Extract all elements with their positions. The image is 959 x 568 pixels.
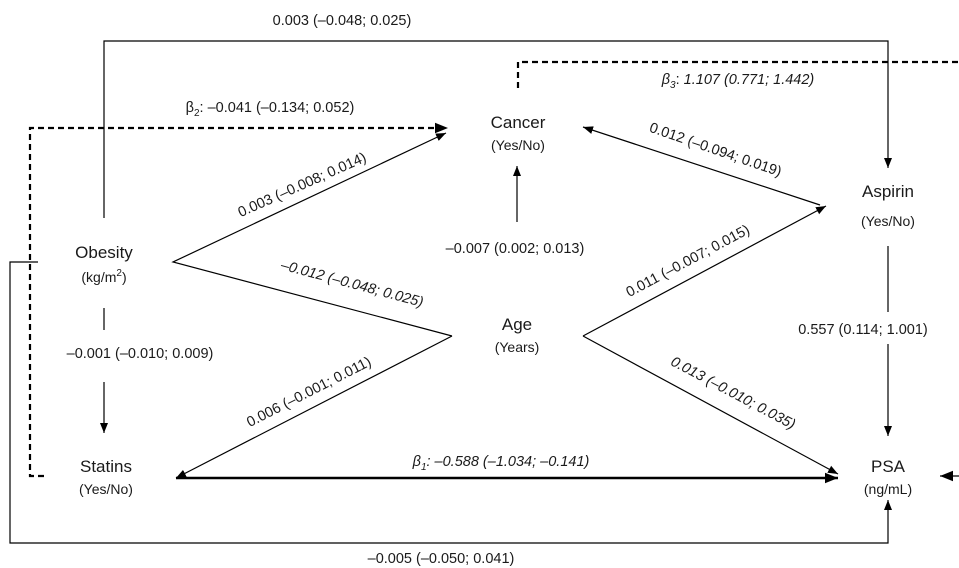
obesity-title: Obesity: [75, 243, 133, 262]
label-age-obesity: –0.012 (–0.048; 0.025): [278, 257, 425, 311]
edge-age-aspirin: [582, 205, 827, 337]
label-age-cancer: –0.007 (0.002; 0.013): [446, 241, 585, 257]
edge-obesity-cancer-dashed: [28, 122, 448, 478]
age-title: Age: [502, 315, 532, 334]
node-aspirin: Aspirin (Yes/No): [861, 182, 915, 229]
cancer-sub: (Yes/No): [491, 137, 545, 153]
edge-cancer-aspirin-dashed: [516, 60, 959, 88]
label-age-aspirin: 0.011 (–0.007; 0.015): [624, 222, 753, 301]
label-aspirin-psa: 0.557 (0.114; 1.001): [798, 322, 928, 338]
statins-title: Statins: [80, 457, 132, 476]
label-age-statins: 0.006 (–0.001; 0.011): [244, 354, 374, 431]
node-cancer: Cancer (Yes/No): [491, 113, 546, 153]
psa-sub: (ng/mL): [864, 481, 912, 497]
edge-age-statins: [175, 335, 453, 479]
psa-title: PSA: [871, 457, 906, 476]
label-obesity-aspirin: 0.003 (–0.048; 0.025): [273, 13, 412, 29]
edge-aspirin-cancer: [582, 126, 821, 206]
statins-sub: (Yes/No): [79, 481, 133, 497]
label-aspirin-cancer: 0.012 (–0.094; 0.019): [647, 120, 783, 180]
label-obesity-cancer-dashed: β2: –0.041 (–0.134; 0.052): [186, 100, 355, 119]
node-age: Age (Years): [495, 315, 540, 355]
label-obesity-statins: –0.001 (–0.010; 0.009): [67, 346, 214, 362]
obesity-sub: (kg/m2): [81, 268, 126, 285]
node-obesity: Obesity (kg/m2): [75, 243, 133, 285]
label-obesity-psa: –0.005 (–0.050; 0.041): [368, 551, 515, 567]
node-statins: Statins (Yes/No): [79, 457, 133, 497]
edge-age-psa: [582, 335, 839, 475]
node-psa: PSA (ng/mL): [864, 457, 912, 497]
cancer-title: Cancer: [491, 113, 546, 132]
label-cancer-aspirin-dashed: β3: 1.107 (0.771; 1.442): [661, 72, 815, 91]
edge-obesity-psa: [9, 261, 892, 544]
age-sub: (Years): [495, 339, 540, 355]
aspirin-title: Aspirin: [862, 182, 914, 201]
label-age-psa: 0.013 (–0.010; 0.035): [668, 354, 798, 433]
label-obesity-cancer: 0.003 (–0.008; 0.014): [236, 150, 369, 221]
edge-obesity-cancer: [171, 132, 453, 337]
label-statins-psa: β1: –0.588 (–1.034; –0.141): [412, 454, 590, 473]
edge-obesity-aspirin: [103, 40, 892, 218]
aspirin-sub: (Yes/No): [861, 213, 915, 229]
